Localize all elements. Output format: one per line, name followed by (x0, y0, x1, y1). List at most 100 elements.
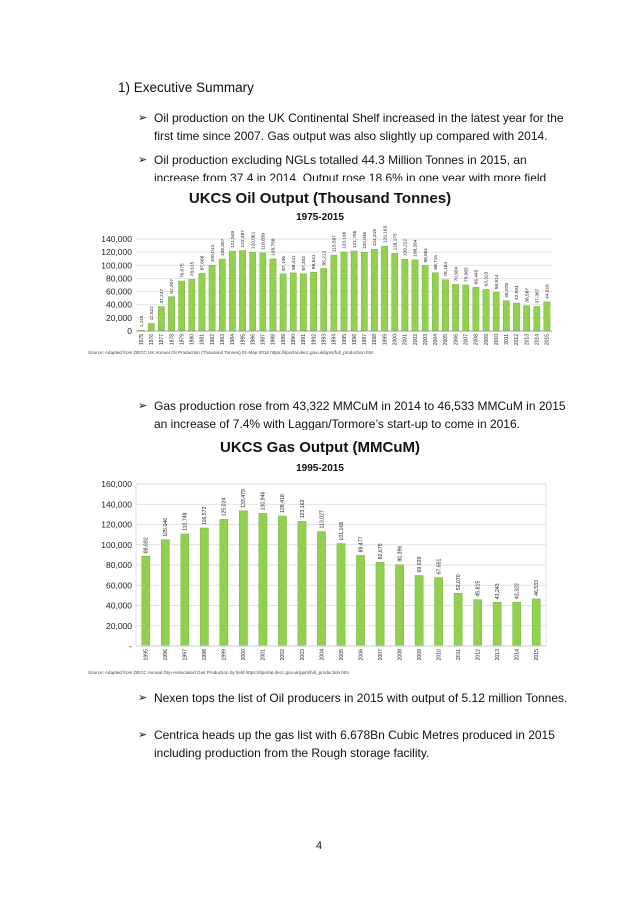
bullet-nexen: ➢ Nexen tops the list of Oil producers i… (138, 690, 570, 708)
data-label: 101,168 (339, 522, 345, 541)
bar (391, 253, 399, 332)
data-label: 58,914 (494, 274, 500, 289)
data-label: 80,396 (397, 546, 403, 562)
bar (340, 251, 348, 332)
data-label: 44,316 (545, 284, 551, 299)
bar (158, 306, 165, 332)
data-label: 78,164 (443, 262, 449, 277)
bar (300, 273, 307, 332)
plot-frame (135, 483, 547, 647)
bar (513, 302, 520, 332)
bullet-arrow-icon: ➢ (138, 692, 148, 704)
x-tick-label: 1996 (352, 334, 358, 345)
data-label: 69,629 (417, 557, 423, 573)
chart-source: Source: Adapted from DECC UK Annual Oil … (88, 350, 374, 355)
x-tick-label: 1987 (261, 334, 267, 345)
x-tick-label: 2007 (464, 334, 470, 345)
data-label: 46,078 (504, 283, 510, 298)
section-title: Executive Summary (133, 80, 254, 95)
y-tick-label: 100,000 (101, 260, 132, 270)
bar (310, 271, 317, 332)
bar (453, 593, 463, 647)
data-label: 87,106 (281, 256, 287, 271)
chart-source: Source: Adapted from DECC Annual Dry+Ass… (88, 670, 349, 675)
x-tick-label: 1980 (190, 334, 196, 345)
x-tick-label: 1995 (144, 649, 150, 661)
bar (350, 250, 358, 332)
data-label: 130,946 (261, 492, 267, 511)
bar (229, 250, 236, 332)
data-label: 43,322 (515, 583, 521, 599)
data-label: 122,487 (240, 230, 246, 248)
gas-output-chart: UKCS Gas Output (MMCuM) 1995-2015 Source… (84, 430, 556, 678)
bar (289, 272, 297, 332)
bar (360, 251, 368, 332)
data-label: 109,758 (271, 238, 277, 256)
y-tick-label: 0 (127, 326, 132, 336)
x-tick-label: 2011 (456, 649, 462, 660)
bar (434, 577, 443, 647)
data-label: 42,594 (514, 285, 520, 300)
x-tick-label: 1984 (230, 334, 236, 345)
chart-title: UKCS Oil Output (Thousand Tonnes) (189, 190, 451, 207)
x-tick-label: 2014 (515, 649, 521, 661)
x-tick-label: 1990 (291, 334, 297, 345)
y-tick-label: 160,000 (101, 479, 132, 489)
oil-output-chart: UKCS Oil Output (Thousand Tonnes) 1975-2… (84, 181, 556, 355)
x-tick-label: 2015 (545, 334, 551, 345)
x-tick-label: 2015 (534, 649, 540, 661)
bullet-centrica: ➢ Centrica heads up the gas list with 6.… (138, 727, 570, 762)
data-label: 89,477 (358, 536, 364, 552)
data-label: 120,046 (362, 231, 368, 249)
bullet-text: Nexen tops the list of Oil producers in … (154, 691, 568, 705)
data-label: 52,070 (456, 574, 462, 590)
y-tick-label: - (129, 641, 132, 651)
data-label: 121,549 (230, 230, 236, 248)
x-tick-label: 1983 (220, 334, 226, 345)
data-label: 133,479 (241, 489, 247, 508)
data-label: 88,715 (433, 255, 439, 270)
x-tick-label: 2013 (495, 649, 501, 661)
data-label: 109,407 (220, 238, 226, 256)
bar (178, 280, 186, 332)
bar (502, 300, 510, 332)
x-tick-label: 1975 (139, 334, 145, 345)
x-tick-label: 2008 (397, 649, 403, 661)
bar (317, 531, 326, 647)
x-tick-label: 1988 (271, 334, 277, 345)
bar (147, 323, 155, 332)
data-label: 120,061 (250, 231, 256, 249)
data-label: 1,115 (139, 315, 145, 327)
data-label: 52,307 (169, 279, 175, 294)
x-tick-label: 1985 (240, 334, 246, 345)
bullet-arrow-icon: ➢ (138, 112, 148, 124)
oil-output-chart-svg: UKCS Oil Output (Thousand Tonnes) 1975-2… (88, 190, 552, 355)
data-label: 116,572 (202, 506, 208, 524)
chart-subtitle: 1995-2015 (296, 463, 344, 474)
data-label: 113,027 (319, 510, 325, 528)
data-label: 70,904 (453, 266, 459, 281)
data-label: 11,522 (149, 306, 155, 321)
bullet-arrow-icon: ➢ (138, 400, 148, 412)
data-label: 78,615 (189, 261, 195, 276)
bar (160, 539, 170, 647)
gas-output-chart-svg: UKCS Gas Output (MMCuM) 1995-2015 Source… (88, 439, 547, 675)
data-label: 37,247 (159, 289, 165, 304)
bullet-arrow-icon: ➢ (138, 154, 148, 166)
data-label: 124,315 (372, 229, 378, 247)
data-label: 118,175 (392, 233, 398, 250)
y-tick-label: 60,000 (106, 580, 132, 590)
x-tick-label: 2012 (475, 649, 481, 661)
data-label: 118,839 (261, 233, 267, 250)
x-tick-label: 2005 (443, 334, 449, 345)
bar (395, 564, 404, 647)
data-label: 87,302 (301, 256, 307, 271)
bar (492, 292, 500, 332)
bar (297, 521, 307, 647)
x-tick-label: 2000 (241, 649, 247, 661)
x-tick-label: 2006 (358, 649, 364, 661)
chart-title: UKCS Gas Output (MMCuM) (220, 439, 420, 456)
x-tick-label: 2004 (433, 334, 439, 345)
bar (401, 259, 409, 332)
bar (462, 284, 470, 332)
